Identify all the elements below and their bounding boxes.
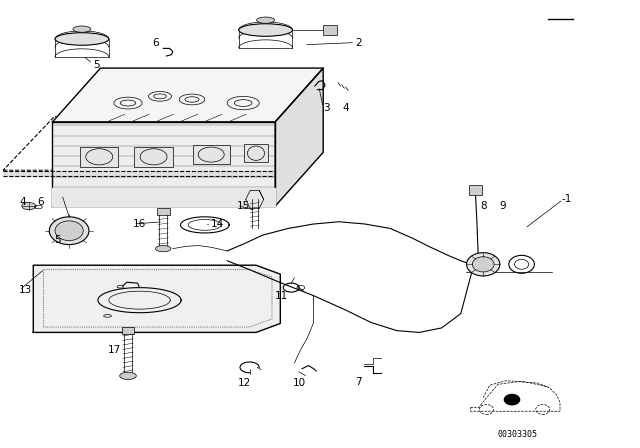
Text: 7: 7 bbox=[355, 377, 362, 387]
Text: 13: 13 bbox=[19, 285, 33, 295]
Ellipse shape bbox=[156, 246, 171, 252]
Text: 6: 6 bbox=[37, 198, 44, 207]
Bar bbox=[122, 327, 134, 334]
Ellipse shape bbox=[55, 33, 109, 45]
Text: 2: 2 bbox=[355, 38, 362, 47]
Text: 00303305: 00303305 bbox=[497, 430, 537, 439]
Text: 5: 5 bbox=[54, 235, 61, 245]
Ellipse shape bbox=[55, 221, 83, 241]
Text: 6: 6 bbox=[152, 38, 159, 47]
Ellipse shape bbox=[73, 26, 91, 32]
Polygon shape bbox=[3, 171, 275, 176]
Text: 12: 12 bbox=[238, 378, 252, 388]
Bar bbox=[80, 147, 118, 167]
Text: 4: 4 bbox=[342, 103, 349, 113]
Text: 11: 11 bbox=[275, 291, 289, 301]
Polygon shape bbox=[52, 188, 275, 206]
Bar bbox=[244, 144, 268, 162]
Ellipse shape bbox=[472, 257, 494, 272]
Text: 15: 15 bbox=[237, 201, 250, 211]
Bar bbox=[323, 25, 337, 35]
Ellipse shape bbox=[120, 372, 136, 379]
Text: -1: -1 bbox=[562, 194, 572, 204]
Ellipse shape bbox=[467, 253, 500, 276]
Text: 8: 8 bbox=[480, 201, 486, 211]
Text: 4: 4 bbox=[19, 198, 26, 207]
Polygon shape bbox=[275, 68, 323, 206]
Text: 9: 9 bbox=[499, 201, 506, 211]
Ellipse shape bbox=[49, 217, 89, 245]
Ellipse shape bbox=[239, 24, 292, 36]
Ellipse shape bbox=[257, 17, 275, 23]
Text: 17: 17 bbox=[108, 345, 121, 355]
Bar bbox=[193, 145, 230, 164]
Text: 14: 14 bbox=[211, 219, 225, 229]
Text: 16: 16 bbox=[133, 219, 147, 229]
Bar bbox=[157, 208, 170, 215]
Ellipse shape bbox=[22, 202, 36, 210]
Circle shape bbox=[504, 394, 520, 405]
Polygon shape bbox=[33, 265, 280, 332]
Polygon shape bbox=[52, 122, 275, 206]
Text: 10: 10 bbox=[293, 378, 307, 388]
Bar bbox=[469, 185, 482, 195]
Text: 3: 3 bbox=[323, 103, 330, 113]
Bar bbox=[134, 147, 173, 167]
Text: 5: 5 bbox=[93, 60, 99, 70]
Polygon shape bbox=[52, 68, 323, 122]
